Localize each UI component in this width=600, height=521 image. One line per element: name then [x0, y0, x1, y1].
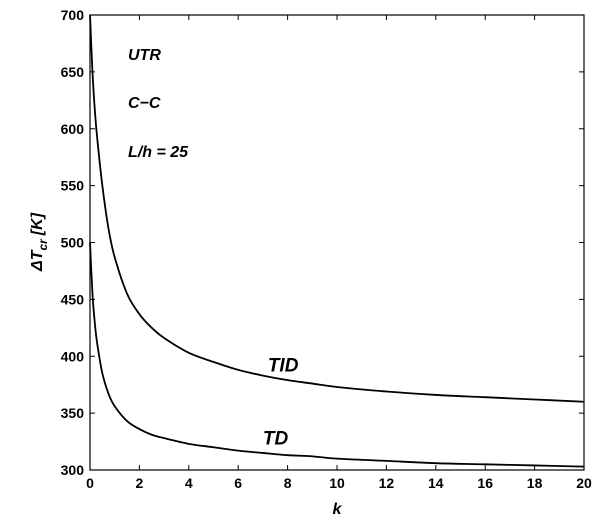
y-axis-label-unit: [K]: [29, 212, 46, 236]
annotation-boundary: C−C: [128, 95, 161, 112]
series-line-td: [89, 242, 585, 468]
y-tick-label: 450: [61, 291, 85, 307]
y-axis-label-main: ΔT: [29, 249, 46, 272]
x-axis-label: k: [333, 501, 343, 518]
y-tick-label: 350: [61, 405, 85, 421]
y-tick-label: 500: [61, 235, 85, 251]
x-tick-label: 16: [477, 475, 493, 491]
x-tick-label: 18: [527, 475, 543, 491]
x-tick-label: 6: [234, 475, 242, 491]
annotation-slenderness: L/h = 25: [128, 144, 189, 161]
x-tick-label: 12: [379, 475, 395, 491]
y-axis-label-sub: cr: [36, 238, 50, 251]
y-tick-label: 300: [61, 462, 85, 478]
y-axis-label: ΔTcr [K]: [29, 212, 50, 272]
plot-frame: [89, 14, 585, 471]
y-tick-label: 550: [61, 178, 85, 194]
series-label-tid: TID: [268, 356, 299, 377]
series-line-tid: [89, 14, 585, 403]
y-tick-label: 600: [61, 121, 85, 137]
x-tick-label: 14: [428, 475, 444, 491]
y-tick-label: 400: [61, 348, 85, 364]
x-tick-label: 8: [284, 475, 292, 491]
x-tick-label: 20: [576, 475, 592, 491]
x-tick-label: 2: [136, 475, 144, 491]
y-tick-label: 700: [61, 7, 85, 23]
series-label-td: TD: [263, 428, 289, 449]
y-tick-label: 650: [61, 64, 85, 80]
x-tick-label: 0: [86, 475, 94, 491]
x-tick-label: 10: [329, 475, 345, 491]
annotation-utr: UTR: [128, 47, 161, 64]
x-tick-label: 4: [185, 475, 193, 491]
